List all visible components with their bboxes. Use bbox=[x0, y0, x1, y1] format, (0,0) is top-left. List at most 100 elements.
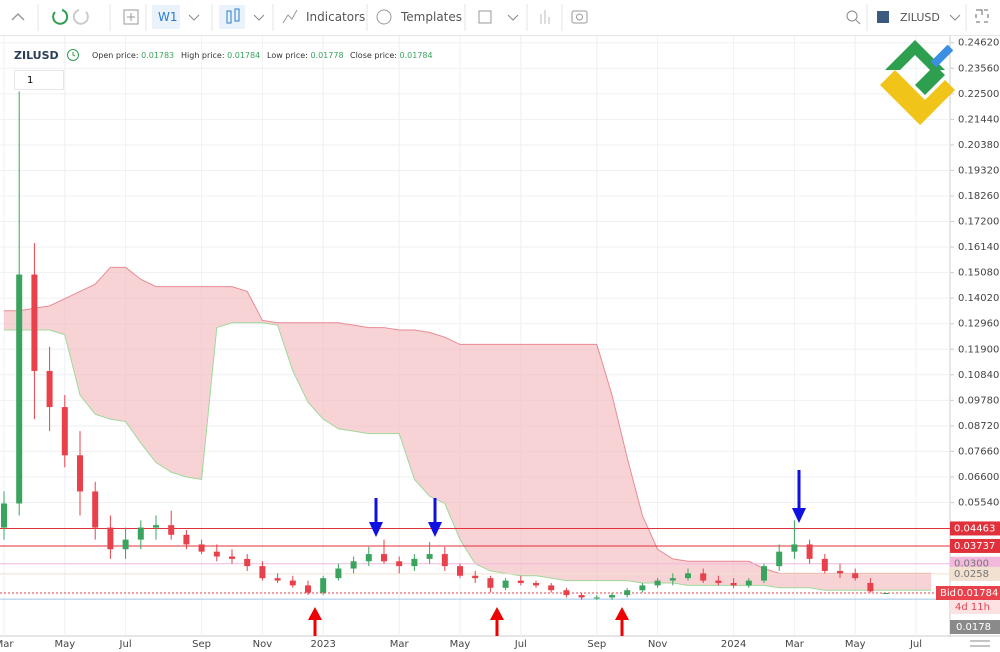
y-tick-label: 0.19320 bbox=[958, 165, 999, 176]
label: Low price: bbox=[267, 51, 308, 60]
candle-body bbox=[31, 274, 38, 371]
candle-body bbox=[533, 582, 539, 586]
x-tick-label: Sep bbox=[587, 639, 606, 650]
candle-body bbox=[426, 554, 433, 559]
y-tick-label: 0.22500 bbox=[958, 89, 999, 100]
high-price: High price: 0.01784 bbox=[181, 51, 260, 60]
price-tag-label: 0.0300 bbox=[954, 559, 989, 570]
candle-body bbox=[487, 578, 494, 588]
open-price: Open price: 0.01783 bbox=[92, 51, 174, 60]
candle-body bbox=[107, 527, 114, 550]
low-label: 0.0178 bbox=[956, 622, 991, 633]
y-tick-label: 0.05540 bbox=[958, 498, 999, 509]
x-tick-label: Nov bbox=[253, 639, 273, 650]
candle-body bbox=[289, 580, 296, 586]
x-tick-label: Jul bbox=[909, 639, 922, 650]
candle-body bbox=[472, 575, 479, 579]
x-tick-label: Nov bbox=[648, 639, 668, 650]
candle-body bbox=[213, 551, 220, 557]
y-tick-label: 0.24620 bbox=[958, 38, 999, 49]
candle-body bbox=[654, 580, 661, 586]
symbol-button[interactable]: ZILUSD bbox=[900, 11, 940, 24]
x-tick-label: Sep bbox=[192, 639, 211, 650]
bid-tag bbox=[936, 586, 1000, 601]
low-tag bbox=[950, 620, 1000, 634]
price-tag-label: 0.0258 bbox=[954, 569, 989, 580]
toolbar-icons bbox=[11, 4, 989, 31]
x-tick-label: 2024 bbox=[721, 639, 746, 650]
x-tick-label: 2023 bbox=[310, 639, 335, 650]
x-tick-label: May bbox=[845, 639, 866, 650]
bid-value: 0.01784 bbox=[957, 588, 998, 599]
x-tick-label: Mar bbox=[0, 639, 14, 650]
templates-button[interactable]: Templates bbox=[401, 10, 463, 24]
candle-body bbox=[396, 561, 403, 567]
candle-body bbox=[335, 568, 342, 579]
label: Close price: bbox=[350, 51, 397, 60]
bid-label: Bid bbox=[940, 588, 956, 599]
candle-body bbox=[593, 597, 600, 599]
cloud-edge bbox=[4, 322, 932, 591]
candle-body bbox=[229, 556, 235, 559]
price-tag-label: 0.03737 bbox=[954, 541, 995, 552]
candle-body bbox=[745, 580, 752, 586]
y-tick-label: 0.12960 bbox=[958, 319, 999, 330]
cloud-fill bbox=[4, 267, 932, 591]
x-tick-label: Jul bbox=[119, 639, 132, 650]
candle-body bbox=[168, 525, 175, 535]
indicators-button[interactable]: Indicators bbox=[306, 10, 366, 24]
candle-body bbox=[198, 544, 205, 552]
candle-body bbox=[381, 554, 387, 562]
timeframe[interactable]: W1 bbox=[158, 10, 178, 24]
candle-body bbox=[837, 570, 843, 574]
candle-body bbox=[548, 585, 555, 591]
y-tick-label: 0.21440 bbox=[958, 114, 999, 125]
candle-body bbox=[137, 527, 144, 540]
candle-body bbox=[350, 561, 357, 569]
settings-icon[interactable] bbox=[970, 640, 990, 647]
candle-body bbox=[77, 455, 83, 492]
candle-body bbox=[563, 590, 570, 596]
candle-body bbox=[259, 566, 266, 579]
candle-body bbox=[685, 573, 691, 579]
value: 0.01778 bbox=[310, 51, 344, 60]
x-tick-label: May bbox=[54, 639, 75, 650]
toolbar: W1 Indicators Templates ZILUSD bbox=[0, 0, 1000, 36]
y-tick-label: 0.06600 bbox=[958, 472, 999, 483]
price-tag-label: 0.04463 bbox=[954, 523, 995, 534]
candle-body bbox=[882, 593, 889, 595]
low-price: Low price: 0.01778 bbox=[267, 51, 344, 60]
candle-body bbox=[821, 558, 828, 571]
candle-body bbox=[609, 595, 615, 598]
candle-body bbox=[517, 580, 524, 583]
candle-body bbox=[791, 544, 798, 552]
candle-body bbox=[578, 595, 585, 598]
signal-arrows bbox=[308, 470, 806, 636]
label: Open price: bbox=[92, 51, 139, 60]
y-tick-label: 0.08720 bbox=[958, 421, 999, 432]
x-tick-label: Mar bbox=[390, 639, 410, 650]
x-tick-label: Mar bbox=[785, 639, 805, 650]
y-tick-label: 0.17200 bbox=[958, 217, 999, 228]
candle-body bbox=[411, 558, 418, 567]
close-price: Close price: 0.01784 bbox=[350, 51, 433, 60]
countdown: 4d 11h bbox=[955, 602, 990, 613]
candle-body bbox=[730, 582, 737, 586]
y-tick-label: 0.07660 bbox=[958, 446, 999, 457]
clock-icon bbox=[67, 49, 79, 61]
price-tag bbox=[950, 538, 1000, 553]
candle-body bbox=[867, 582, 874, 592]
candle-body bbox=[153, 525, 159, 528]
candle-body bbox=[624, 590, 631, 596]
candle-body bbox=[244, 558, 251, 567]
candle-body bbox=[274, 578, 281, 581]
y-tick-label: 0.18260 bbox=[958, 191, 999, 202]
price-tag bbox=[950, 566, 1000, 581]
candle-body bbox=[457, 566, 463, 576]
pane-index[interactable]: 1 bbox=[14, 70, 64, 90]
candle-body bbox=[305, 585, 311, 593]
y-tick-label: 0.09780 bbox=[958, 395, 999, 406]
x-tick-label: May bbox=[450, 639, 471, 650]
